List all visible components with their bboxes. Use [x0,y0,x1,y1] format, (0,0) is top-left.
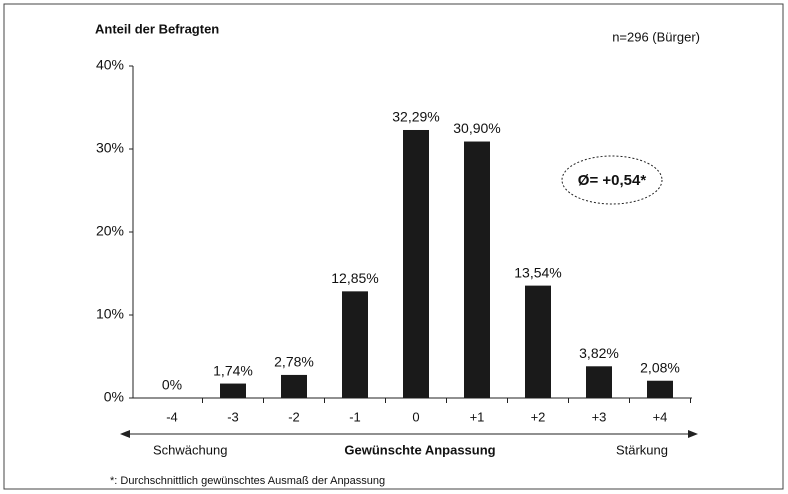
x-tick-label: +1 [470,409,485,424]
value-label: 1,74% [213,362,253,378]
bar [525,285,551,398]
x-tick-label: -2 [288,409,300,424]
bar [586,366,612,398]
bar [647,380,673,398]
arrow-head-left [120,430,130,438]
x-tick-label: -4 [166,409,178,424]
bar [403,129,429,399]
y-tick-label: 30% [96,140,124,156]
x-tick-label: +4 [653,409,668,424]
bar [342,291,368,398]
value-label: 13,54% [514,264,561,280]
value-label: 30,90% [453,120,500,136]
x-tick-label: +2 [531,409,546,424]
bar [281,374,307,398]
x-left-label: Schwächung [153,442,227,457]
subtitle: n=296 (Bürger) [612,29,700,44]
y-tick-label: 40% [96,57,124,73]
bar [464,141,490,398]
x-tick-label: 0 [412,409,419,424]
x-axis-label: Gewünschte Anpassung [344,442,495,457]
value-label: 0% [162,377,182,393]
annotation: Ø= +0,54* [578,172,647,189]
value-label: 3,82% [579,345,619,361]
frame [3,3,784,490]
footnote: *: Durchschnittlich gewünschtes Ausmaß d… [110,475,385,487]
annotation-ellipse [561,155,663,205]
value-label: 32,29% [392,109,439,125]
y-tick-label: 0% [104,389,124,405]
x-tick-label: -3 [227,409,239,424]
bar [220,383,246,398]
y-tick-label: 10% [96,306,124,322]
x-right-label: Stärkung [616,442,668,457]
value-label: 2,08% [640,359,680,375]
y-tick-label: 20% [96,223,124,239]
y-axis-label: Anteil der Befragten [95,21,219,36]
value-label: 12,85% [331,270,378,286]
x-tick-label: -1 [349,409,361,424]
value-label: 2,78% [274,354,314,370]
x-tick-label: +3 [592,409,607,424]
arrow-head-right [688,430,698,438]
